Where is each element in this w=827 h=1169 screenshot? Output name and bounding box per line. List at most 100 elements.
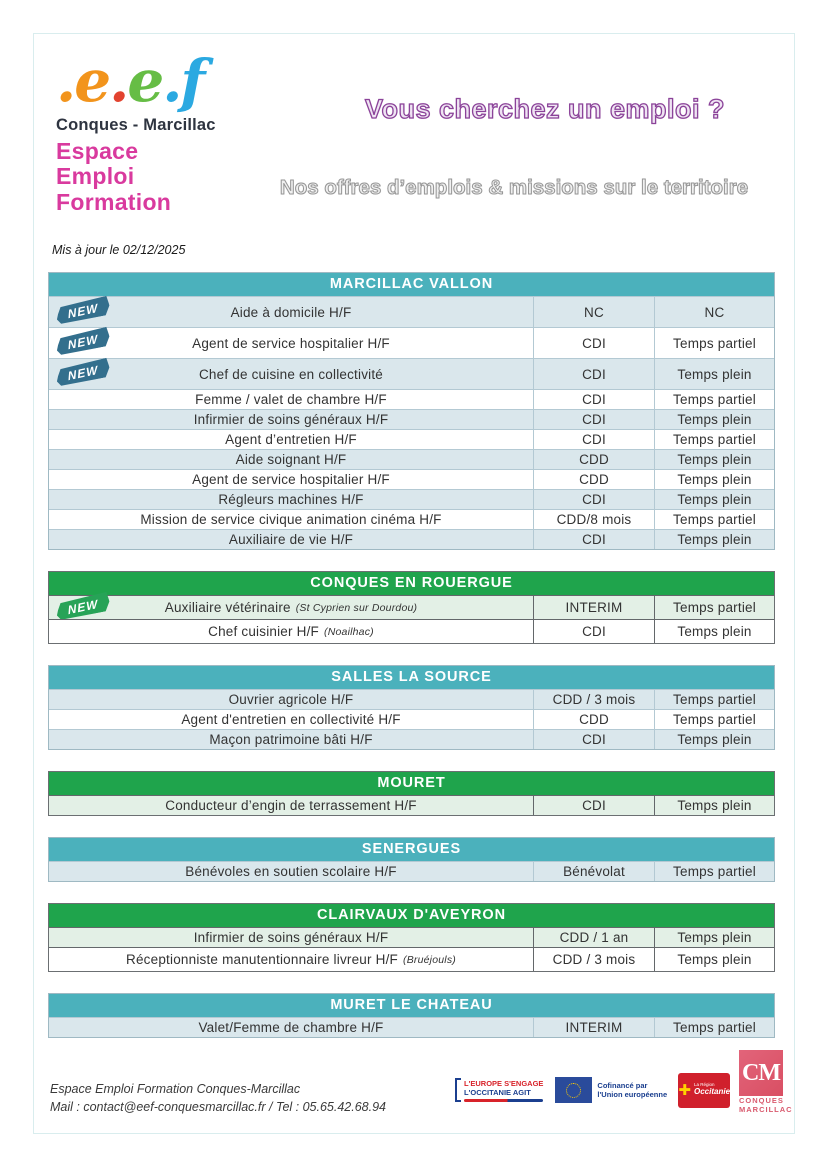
work-time: Temps partiel bbox=[654, 862, 774, 881]
work-time: Temps partiel bbox=[654, 390, 774, 409]
occitanie-region-logo: ✚ La Région Occitanie bbox=[678, 1072, 731, 1108]
job-row: Régleurs machines H/F CDI Temps plein bbox=[49, 489, 774, 509]
contract-type: Bénévolat bbox=[533, 862, 654, 881]
job-row: Auxiliaire de vie H/F CDI Temps plein bbox=[49, 529, 774, 549]
job-row: Femme / valet de chambre H/F CDI Temps par… bbox=[49, 389, 774, 409]
eef-script-logo: .e.e.f bbox=[56, 52, 286, 110]
work-time: Temps partiel bbox=[654, 1018, 774, 1037]
job-title: Agent d'entretien en collectivité H/F bbox=[181, 712, 401, 727]
partner-logos: L'EUROPE S'ENGAGE L'OCCITANIE AGIT Cofin… bbox=[452, 1050, 792, 1114]
work-time: Temps plein bbox=[654, 948, 774, 971]
work-time: Temps plein bbox=[654, 470, 774, 489]
contract-type: CDI bbox=[533, 796, 654, 815]
footer-contact-block: Espace Emploi Formation Conques-Marcilla… bbox=[50, 1081, 386, 1116]
job-row: Conducteur d’engin de terrassement H/F CD… bbox=[49, 795, 774, 815]
contract-type: CDD / 3 mois bbox=[533, 948, 654, 971]
job-title: Mission de service civique animation cin… bbox=[140, 512, 442, 527]
cm-label-line1: CONQUES bbox=[739, 1096, 784, 1105]
job-title: Aide soignant H/F bbox=[235, 452, 347, 467]
job-row: Bénévoles en soutien scolaire H/F Bénévol… bbox=[49, 861, 774, 881]
work-time: Temps partiel bbox=[654, 328, 774, 358]
eu-cofinance-logo: Cofinancé par l'Union européenne bbox=[555, 1077, 669, 1103]
contract-type: INTERIM bbox=[533, 1018, 654, 1037]
job-title: Agent d’entretien H/F bbox=[225, 432, 357, 447]
job-table-marcillac-vallon: MARCILLAC VALLON Aide à domicile H/F NC NC N… bbox=[48, 272, 775, 550]
job-row: Agent de service hospitalier H/F CDD Temps… bbox=[49, 469, 774, 489]
job-table-conques-en-rouergue: CONQUES EN ROUERGUE Auxiliaire vétérinair… bbox=[48, 571, 775, 644]
job-row: Agent d'entretien en collectivité H/F CDD… bbox=[49, 709, 774, 729]
job-row: Agent d’entretien H/F CDI Temps partiel bbox=[49, 429, 774, 449]
contract-type: CDD / 1 an bbox=[533, 928, 654, 947]
logo-area-name: Conques - Marcillac bbox=[56, 116, 216, 134]
table-title: CLAIRVAUX D'AVEYRON bbox=[49, 904, 774, 927]
swoosh-divider bbox=[464, 1098, 544, 1102]
job-title: Maçon patrimoine bâti H/F bbox=[209, 732, 373, 747]
contract-type: NC bbox=[533, 297, 654, 327]
logo-dot: . bbox=[56, 47, 76, 115]
contract-type: CDI bbox=[533, 359, 654, 389]
job-title: Agent de service hospitalier H/F bbox=[192, 472, 390, 487]
job-title: Conducteur d’engin de terrassement H/F bbox=[165, 798, 417, 813]
table-title: SENERGUES bbox=[49, 838, 774, 861]
logo-line-formation: Formation bbox=[56, 188, 172, 215]
job-title: Femme / valet de chambre H/F bbox=[195, 392, 387, 407]
footer-contact-line: Mail : contact@eef-conquesmarcillac.fr /… bbox=[50, 1099, 387, 1114]
contract-type: CDI bbox=[533, 730, 654, 749]
eu-stars-icon bbox=[566, 1082, 582, 1098]
work-time: Temps plein bbox=[654, 530, 774, 549]
job-title: Agent de service hospitalier H/F bbox=[192, 335, 390, 351]
cm-label-line2: MARCILLAC bbox=[739, 1105, 793, 1114]
occitanie-name: Occitanie bbox=[694, 1087, 731, 1097]
occitan-cross-icon: ✚ bbox=[678, 1081, 691, 1099]
cm-initials-icon: CM bbox=[739, 1050, 784, 1096]
work-time: Temps plein bbox=[654, 620, 774, 643]
work-time: Temps plein bbox=[654, 796, 774, 815]
eu-flag-icon bbox=[555, 1077, 593, 1103]
contract-type: CDD/8 mois bbox=[533, 510, 654, 529]
contract-type: CDD / 3 mois bbox=[533, 690, 654, 709]
job-row: Valet/Femme de chambre H/F INTERIM Temps p… bbox=[49, 1017, 774, 1037]
europe-engage-logo: L'EUROPE S'ENGAGE L'OCCITANIE AGIT bbox=[452, 1076, 547, 1104]
job-table-senergues: SENERGUES Bénévoles en soutien scolaire H… bbox=[48, 837, 775, 882]
contract-type: CDI bbox=[533, 530, 654, 549]
contract-type: CDI bbox=[533, 620, 654, 643]
logo-line-emploi: Emploi bbox=[56, 163, 135, 190]
contract-type: CDI bbox=[533, 390, 654, 409]
job-title: Infirmier de soins généraux H/F bbox=[193, 930, 389, 945]
footer-org-name: Espace Emploi Formation Conques-Marcilla… bbox=[50, 1082, 301, 1096]
job-title: Chef cuisinier H/F (Noailhac) bbox=[208, 624, 374, 639]
logo-letter-e2: e bbox=[127, 47, 164, 115]
work-time: Temps partiel bbox=[654, 710, 774, 729]
job-table-mouret: MOURET Conducteur d’engin de terrassement… bbox=[48, 771, 775, 816]
page-title: Vous cherchez un emploi ? bbox=[364, 93, 726, 124]
work-time: Temps plein bbox=[654, 450, 774, 469]
contract-type: CDD bbox=[533, 710, 654, 729]
contract-type: CDI bbox=[533, 328, 654, 358]
job-title: Réceptionniste manutentionnaire livreur … bbox=[126, 952, 456, 967]
job-title: Régleurs machines H/F bbox=[218, 492, 364, 507]
logo-letter-f: f bbox=[180, 47, 205, 115]
work-time: Temps partiel bbox=[654, 690, 774, 709]
job-row: Chef cuisinier H/F (Noailhac) CDI Temps ple… bbox=[49, 619, 774, 643]
table-title: MOURET bbox=[49, 772, 774, 795]
job-location-note: (St Cyprien sur Dourdou) bbox=[295, 601, 418, 614]
job-row: Aide à domicile H/F NC NC NEW bbox=[49, 296, 774, 327]
work-time: Temps partiel bbox=[654, 430, 774, 449]
logo-dot: . bbox=[109, 47, 129, 115]
job-title: Chef de cuisine en collectivité bbox=[198, 366, 384, 382]
europe-engage-line2: L'OCCITANIE AGIT bbox=[464, 1087, 531, 1097]
updated-date: Mis à jour le 02/12/2025 bbox=[52, 243, 186, 257]
table-title: CONQUES EN ROUERGUE bbox=[49, 572, 774, 595]
job-title: Auxiliaire vétérinaire (St Cyprien sur Do… bbox=[164, 600, 418, 615]
contract-type: CDD bbox=[533, 470, 654, 489]
job-row: Infirmier de soins généraux H/F CDD / 1 a… bbox=[49, 927, 774, 947]
table-title: MARCILLAC VALLON bbox=[49, 273, 774, 296]
job-row: Mission de service civique animation cin… bbox=[49, 509, 774, 529]
job-row: Infirmier de soins généraux H/F CDI Temps … bbox=[49, 409, 774, 429]
logo-line-espace: Espace bbox=[56, 138, 139, 164]
bracket-icon bbox=[455, 1078, 461, 1102]
work-time: Temps plein bbox=[654, 410, 774, 429]
europe-engage-line1: L'EUROPE S'ENGAGE bbox=[464, 1078, 544, 1088]
work-time: Temps partiel bbox=[654, 510, 774, 529]
